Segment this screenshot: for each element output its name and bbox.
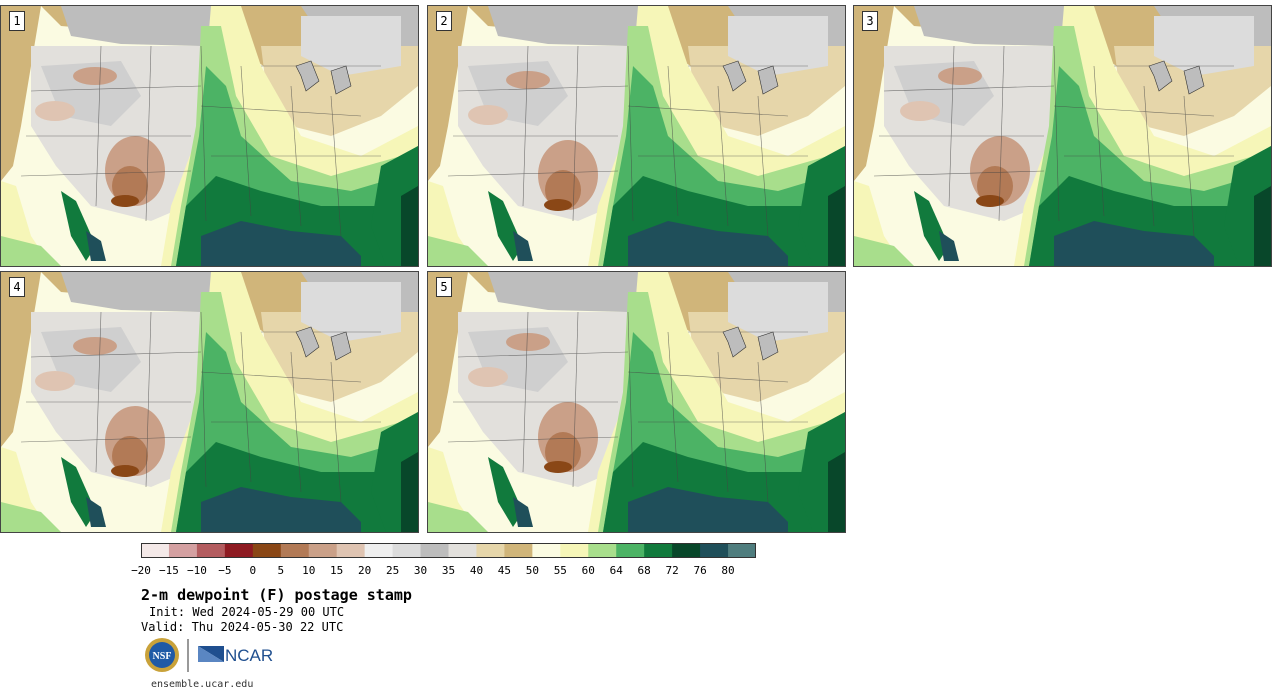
colorbar-swatch xyxy=(504,543,533,558)
ensemble-member-map-5: 5 xyxy=(427,271,846,533)
colorbar-swatch xyxy=(280,543,310,558)
colorbar-swatch xyxy=(476,543,505,558)
colorbar-tick-label: 68 xyxy=(637,564,651,577)
ensemble-member-map-2: 2 xyxy=(427,5,846,267)
colorbar-tick-label: 60 xyxy=(581,564,595,577)
website-url: ensemble.ucar.edu xyxy=(151,679,254,690)
colorbar-swatch xyxy=(644,543,673,558)
init-time: Init: Wed 2024-05-29 00 UTC xyxy=(149,605,345,619)
ncar-logo-icon: NCAR xyxy=(198,646,273,665)
colorbar-swatch xyxy=(672,543,701,558)
colorbar-swatch xyxy=(141,543,170,558)
member-number-label: 4 xyxy=(9,277,25,297)
colorbar-swatch xyxy=(532,543,561,558)
colorbar-tick-label: 76 xyxy=(693,564,707,577)
colorbar-swatch xyxy=(196,543,226,558)
colorbar-tick-label: −20 xyxy=(131,564,151,577)
colorbar-swatch xyxy=(700,543,729,558)
member-number-label: 3 xyxy=(862,11,878,31)
dewpoint-map xyxy=(1,6,418,266)
colorbar-tick-label: 0 xyxy=(249,564,257,577)
sponsor-logos: NSF NCAR xyxy=(145,638,273,672)
colorbar-swatch xyxy=(224,543,254,558)
colorbar-swatch xyxy=(364,543,394,558)
dewpoint-map xyxy=(1,272,418,532)
colorbar-tick-label: 50 xyxy=(525,564,539,577)
dewpoint-colorbar xyxy=(141,543,756,558)
colorbar-tick-label: 35 xyxy=(441,564,456,577)
colorbar-swatch xyxy=(448,543,477,558)
colorbar-swatch xyxy=(336,543,366,558)
colorbar-tick-label: 30 xyxy=(413,564,428,577)
member-number-label: 2 xyxy=(436,11,452,31)
ensemble-member-map-4: 4 xyxy=(0,271,419,533)
colorbar-tick-label: 10 xyxy=(302,564,316,577)
colorbar-tick-label: 15 xyxy=(330,564,344,577)
svg-text:NSF: NSF xyxy=(153,651,172,662)
colorbar-swatch xyxy=(308,543,338,558)
ensemble-member-map-3: 3 xyxy=(853,5,1272,267)
colorbar-swatch xyxy=(728,543,756,558)
colorbar-tick-label: −10 xyxy=(186,564,207,577)
colorbar-swatch xyxy=(392,543,422,558)
dewpoint-map xyxy=(428,6,845,266)
colorbar-swatch xyxy=(252,543,282,558)
svg-text:NCAR: NCAR xyxy=(225,646,273,665)
dewpoint-map xyxy=(428,272,845,532)
dewpoint-map xyxy=(854,6,1271,266)
colorbar-tick-label: 80 xyxy=(721,564,735,577)
colorbar-swatch xyxy=(168,543,198,558)
colorbar-tick-label: 20 xyxy=(358,564,372,577)
ensemble-member-map-1: 1 xyxy=(0,5,419,267)
valid-time: Valid: Thu 2024-05-30 22 UTC xyxy=(141,620,344,634)
member-number-label: 1 xyxy=(9,11,25,31)
colorbar-swatch xyxy=(616,543,645,558)
colorbar-tick-label: 25 xyxy=(385,564,400,577)
colorbar-tick-label: −5 xyxy=(218,564,232,577)
colorbar-tick-label: 40 xyxy=(469,564,484,577)
colorbar-tick-label: 55 xyxy=(553,564,567,577)
colorbar-tick-label: 64 xyxy=(609,564,623,577)
product-title: 2-m dewpoint (F) postage stamp xyxy=(141,586,412,604)
colorbar-tick-label: 5 xyxy=(277,564,285,577)
colorbar-swatch xyxy=(420,543,449,558)
colorbar-tick-label: 45 xyxy=(497,564,512,577)
colorbar-tick-label: −15 xyxy=(159,564,179,577)
colorbar-swatch xyxy=(560,543,589,558)
member-number-label: 5 xyxy=(436,277,452,297)
colorbar-swatch xyxy=(588,543,617,558)
nsf-logo-icon: NSF xyxy=(145,638,179,672)
colorbar-tick-label: 72 xyxy=(665,564,679,577)
